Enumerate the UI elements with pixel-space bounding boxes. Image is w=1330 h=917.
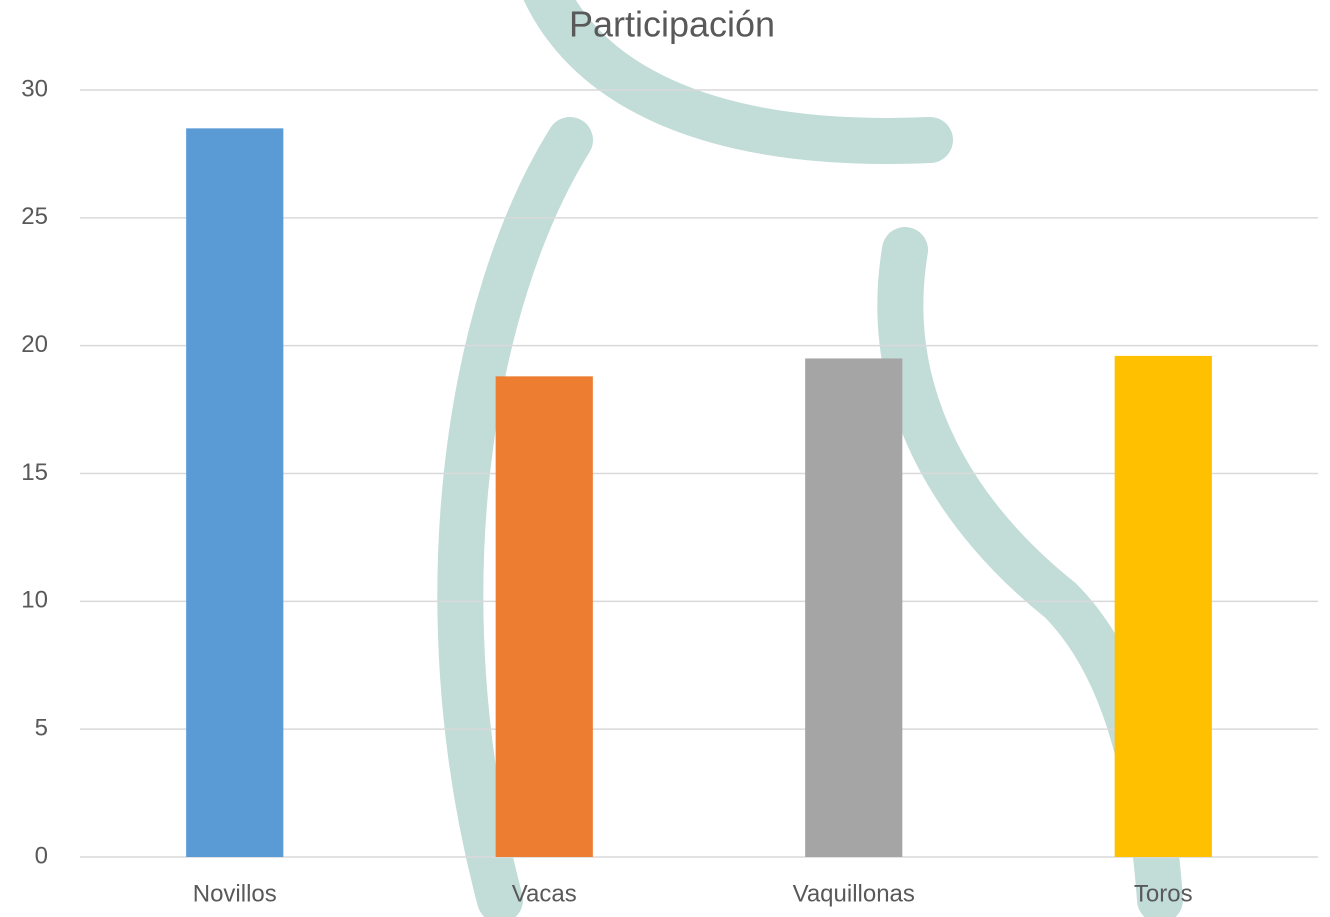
bar	[495, 376, 593, 857]
bar	[1114, 355, 1212, 857]
bar	[805, 358, 903, 857]
x-tick-label: Vacas	[512, 880, 577, 907]
x-tick-label: Novillos	[193, 880, 277, 907]
x-tick-label: Vaquillonas	[793, 880, 915, 907]
y-tick-label: 15	[21, 459, 48, 486]
y-tick-label: 0	[35, 842, 48, 869]
chart-title: Participación	[569, 4, 775, 45]
y-tick-label: 5	[35, 715, 48, 742]
y-tick-label: 30	[21, 75, 48, 102]
y-tick-label: 10	[21, 587, 48, 614]
y-tick-label: 25	[21, 203, 48, 230]
x-tick-label: Toros	[1134, 880, 1193, 907]
y-tick-label: 20	[21, 331, 48, 358]
bar	[186, 128, 284, 858]
